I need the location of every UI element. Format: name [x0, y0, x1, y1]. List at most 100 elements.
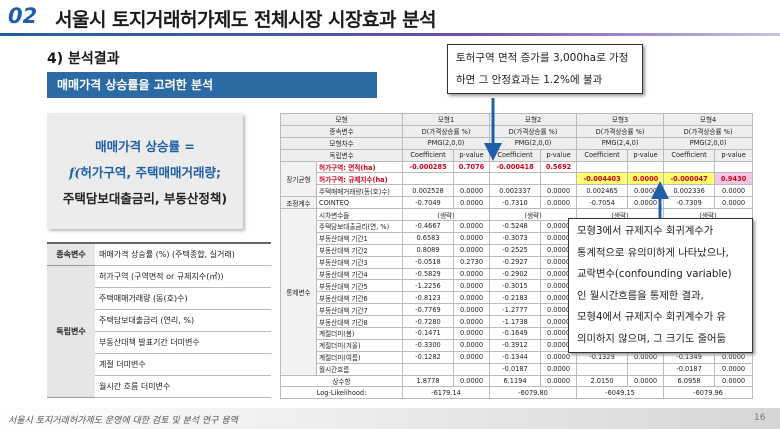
row-label: 부동산대책 기간4 — [315, 267, 404, 281]
callout-line: 통계적으로 유의미하게 나타났으나, — [577, 246, 729, 259]
table-row: 모형차수 PMG(2,0,0) PMG(2,0,0) PMG(2,4,0) PMG(2,… — [279, 136, 754, 150]
table-row: 통제변수 시차변수들 (생략) (생략) (생략) (생략) — [280, 208, 754, 376]
title-rule — [0, 33, 780, 36]
table-cell — [489, 172, 542, 186]
table-cell: -0.1649 — [489, 327, 542, 340]
table-row: 허가구역: 규제지수(ha) -0.004403 0.0000 -0.000047 0.… — [281, 172, 754, 186]
table-cell: -0.7280 — [402, 315, 455, 329]
table-cell: 0.0000 — [540, 184, 578, 198]
table-cell: -0.3073 — [489, 231, 542, 245]
table-cell: 0.0000 — [453, 315, 491, 329]
table-cell: -0.004403 — [576, 172, 629, 186]
table-cell: -0.0187 — [663, 362, 716, 376]
table-cell: 0.0000 — [453, 338, 491, 352]
table-cell: 0.002337 — [489, 184, 542, 198]
formula-line: 주택담보대출금리, 부동산정책) — [62, 190, 228, 206]
table-cell: -0.3912 — [489, 338, 542, 352]
table-cell: 6.1194 — [489, 374, 542, 388]
table-cell: 1.8778 — [402, 374, 455, 388]
table-cell: 0.0000 — [540, 362, 578, 376]
table-cell: PMG(2,0,0) — [663, 136, 754, 150]
table-row: 장기균형 허가구역: 면적(ha) -0.000285 0.7076 -0.000418… — [280, 160, 754, 198]
table-cell: 0.0000 — [540, 315, 578, 329]
table-cell: PMG(2,4,0) — [576, 136, 665, 150]
footer-bar — [0, 408, 780, 429]
row-label: 부동산대책 기간8 — [315, 315, 404, 329]
table-cell: 0.002528 — [402, 184, 455, 198]
row-label: 허가구역: 규제지수(ha) — [315, 172, 404, 186]
table-cell — [402, 362, 455, 376]
row-label: 허가구역: 면적(ha) — [315, 160, 404, 174]
table-cell: -1.1738 — [489, 315, 542, 329]
row-label: 계절더미(겨울) — [315, 338, 404, 352]
table-cell: 0.0000 — [453, 350, 491, 364]
table-cell: p-value — [540, 148, 578, 162]
section-heading: 4) 분석결과 — [47, 51, 120, 67]
table-cell: -0.8123 — [402, 291, 455, 305]
section-number: 02 — [8, 4, 38, 28]
table-cell: (생략) — [402, 208, 491, 222]
table-cell — [453, 362, 491, 376]
row-label: 부동산대책 기간7 — [315, 303, 404, 317]
row-label: COINTEQ — [315, 196, 404, 210]
table-cell: -0.1329 — [576, 350, 629, 364]
table-cell: 0.7076 — [453, 160, 491, 174]
slide-title: 서울시 토지거래허가제도 전체시장 시장효과 분석 — [55, 9, 437, 31]
table-cell: D(가격상승률 %) — [489, 124, 578, 138]
callout-line: 교락변수(confounding variable) — [577, 268, 732, 280]
table-cell: 0.0000 — [453, 267, 491, 281]
table-row: 조정계수 COINTEQ -0.7049 0.0000 -0.7310 0.0000 -0.… — [280, 196, 754, 210]
table-row: 상수항 1.8778 0.0000 6.1194 0.0000 2.0150 0.0000 6… — [279, 374, 754, 388]
table-cell: 0.0000 — [453, 279, 491, 293]
variable-row: 주택담보대출금리 (연리, %) — [47, 309, 271, 332]
table-cell: 6.0958 — [663, 374, 716, 388]
table-cell: 0.0000 — [627, 196, 665, 210]
table-cell: D(가격상승률 %) — [402, 124, 491, 138]
table-cell: 모형4 — [663, 113, 754, 126]
table-cell: 0.002336 — [663, 184, 716, 198]
table-row: 계절더미(여름) -0.1282 0.0000 -0.1344 0.0000 -0.132… — [281, 350, 754, 364]
table-cell: -0.1282 — [402, 350, 455, 364]
table-cell: 0.0000 — [714, 362, 754, 376]
table-cell: 0.0000 — [540, 267, 578, 281]
variable-item: 주택담보대출금리 (연리, %) — [95, 309, 271, 332]
table-cell: 모형1 — [402, 113, 491, 126]
callout-line: 하면 그 안정효과는 1.2%에 불과 — [456, 74, 603, 86]
table-cell: 0.0000 — [627, 172, 665, 186]
table-cell: 0.0000 — [540, 255, 578, 269]
row-label: 모형차수 — [279, 136, 404, 150]
table-cell: p-value — [627, 148, 665, 162]
formula-box: 매매가격 상승률 = f(허가구역, 주택매매거래량; 주택담보대출금리, 부동… — [47, 113, 243, 229]
table-cell: 2.0150 — [576, 374, 629, 388]
table-cell: -0.5248 — [489, 220, 542, 233]
table-cell: -0.3015 — [489, 279, 542, 293]
table-cell: -0.1471 — [402, 327, 455, 340]
table-cell: 0.6583 — [402, 231, 455, 245]
variable-item: 매매가격 상승률 (%) (주택종합, 실거래) — [95, 243, 271, 266]
table-cell: -6179.14 — [402, 386, 491, 400]
table-cell: Coefficient — [576, 148, 629, 162]
table-cell: 0.0000 — [453, 196, 491, 210]
table-cell — [540, 172, 578, 186]
table-cell: (생략) — [489, 208, 578, 222]
table-cell: p-value — [453, 148, 491, 162]
row-label: 계절더미(봄) — [315, 327, 404, 340]
table-cell: 0.0000 — [540, 196, 578, 210]
table-cell: 0.002465 — [576, 184, 629, 198]
variable-group: 종속변수 — [47, 243, 95, 266]
table-cell: -0.7769 — [402, 303, 455, 317]
row-label: 부동산대책 기간2 — [315, 243, 404, 257]
table-cell: 모형2 — [489, 113, 578, 126]
table-cell: -6079.96 — [663, 386, 754, 400]
table-cell: -0.0518 — [402, 255, 455, 269]
table-cell: -1.2777 — [489, 303, 542, 317]
table-cell: -0.3300 — [402, 338, 455, 352]
table-cell: PMG(2,0,0) — [489, 136, 578, 150]
footer-text: 서울시 토지거래허가제도 운영에 대한 검토 및 분석 연구 용역 — [8, 416, 238, 426]
table-cell: 0.0000 — [540, 303, 578, 317]
table-cell: 0.0000 — [714, 374, 754, 388]
variable-row: 주택매매거래량 (동(호)수) — [47, 287, 271, 310]
variable-item: 부동산대책 발표기간 더미변수 — [95, 331, 271, 354]
table-cell: 0.0000 — [627, 374, 665, 388]
